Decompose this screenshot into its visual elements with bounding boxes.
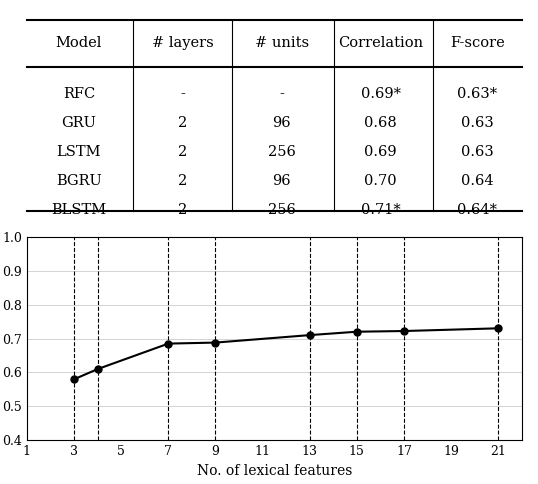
Text: BGRU: BGRU <box>56 174 102 188</box>
Text: 256: 256 <box>268 145 296 159</box>
Text: BLSTM: BLSTM <box>51 203 107 217</box>
Text: 0.64: 0.64 <box>461 174 494 188</box>
Text: 0.68: 0.68 <box>364 116 397 130</box>
Text: 2: 2 <box>178 203 187 217</box>
Text: 2: 2 <box>178 116 187 130</box>
Text: Model: Model <box>56 36 102 50</box>
Text: 256: 256 <box>268 203 296 217</box>
X-axis label: No. of lexical features: No. of lexical features <box>197 464 352 478</box>
Text: 0.71*: 0.71* <box>361 203 401 217</box>
Text: LSTM: LSTM <box>56 145 101 159</box>
Text: 0.63: 0.63 <box>461 145 494 159</box>
Text: GRU: GRU <box>61 116 96 130</box>
Text: 0.64*: 0.64* <box>457 203 497 217</box>
Text: F-score: F-score <box>450 36 505 50</box>
Text: 2: 2 <box>178 145 187 159</box>
Text: 96: 96 <box>272 174 291 188</box>
Text: 0.70: 0.70 <box>364 174 397 188</box>
Text: # layers: # layers <box>152 36 214 50</box>
Text: # units: # units <box>254 36 309 50</box>
Text: -: - <box>180 87 185 101</box>
Text: 0.69: 0.69 <box>364 145 397 159</box>
Text: -: - <box>279 87 284 101</box>
Text: 0.63*: 0.63* <box>457 87 497 101</box>
Text: 2: 2 <box>178 174 187 188</box>
Text: 0.69*: 0.69* <box>361 87 401 101</box>
Text: RFC: RFC <box>63 87 95 101</box>
Text: Correlation: Correlation <box>338 36 423 50</box>
Text: 96: 96 <box>272 116 291 130</box>
Text: 0.63: 0.63 <box>461 116 494 130</box>
